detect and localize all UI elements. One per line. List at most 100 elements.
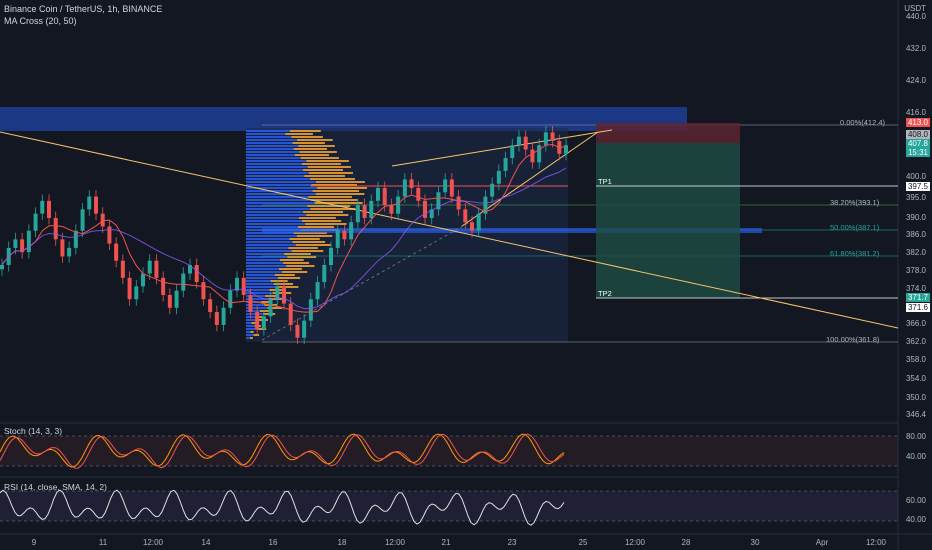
rsi-tick: 60.00 — [905, 496, 926, 505]
candle-body — [349, 222, 354, 240]
candle-body — [409, 179, 414, 188]
candle-body — [402, 179, 407, 197]
price-tick: 382.0 — [905, 248, 926, 257]
vp-bar-orange — [307, 205, 351, 207]
time-tick: 18 — [337, 538, 347, 547]
vp-bar-orange — [291, 136, 323, 138]
candle-body — [288, 303, 293, 325]
price-tick: 358.0 — [905, 355, 926, 364]
candle-body — [429, 209, 434, 218]
candle-body — [436, 192, 441, 210]
candle-body — [282, 286, 286, 304]
vp-bar-blue — [246, 268, 279, 270]
rsi-line — [0, 489, 565, 526]
vp-bar-orange — [290, 130, 321, 132]
vp-bar-orange — [315, 193, 365, 195]
vp-bar-blue — [246, 133, 286, 135]
vp-bar-blue — [246, 148, 294, 150]
vp-bar-blue — [246, 163, 302, 165]
vp-bar-orange — [286, 265, 315, 267]
candle-body — [503, 158, 508, 171]
candle-body — [33, 213, 38, 231]
vp-bar-blue — [246, 157, 301, 159]
price-tag-tp2-green[interactable]: 371.7 — [905, 293, 930, 302]
ma-cross-legend[interactable]: MA Cross (20, 50) — [4, 16, 77, 26]
candle-body — [315, 282, 320, 300]
candle-body — [0, 265, 4, 270]
candle-body — [302, 320, 307, 338]
rsi-title[interactable]: RSI (14, close, SMA, 14, 2) — [4, 482, 107, 492]
vp-bar-orange — [273, 283, 294, 285]
symbol-title[interactable]: Binance Coin / TetherUS, 1h, BINANCE — [4, 4, 163, 14]
vp-bar-blue — [246, 298, 269, 300]
vp-bar-blue — [246, 253, 285, 255]
ma-fast-line — [1, 143, 567, 313]
vp-bar-orange — [308, 172, 353, 174]
stoch-d-line — [0, 433, 565, 469]
currency-label: USDT — [904, 4, 926, 13]
price-tag-last[interactable]: 407.8 — [905, 139, 930, 148]
fib-label-618: 61.80%(381.2) — [830, 249, 880, 258]
stoch-title[interactable]: Stoch (14, 3, 3) — [4, 426, 63, 436]
vp-bar-blue — [246, 166, 308, 168]
vp-bar-blue — [246, 289, 270, 291]
vp-bar-blue — [246, 241, 293, 243]
vp-bar-blue — [246, 262, 284, 264]
vp-bar-blue — [246, 190, 313, 192]
wedge-dashed-support[interactable] — [261, 221, 471, 341]
rsi-tick: 40.00 — [905, 515, 926, 524]
vp-bar-orange — [284, 253, 311, 255]
vp-bar-blue — [246, 169, 304, 171]
time-tick: 9 — [31, 538, 37, 547]
countdown-tag: 15:31 — [905, 148, 930, 157]
vp-bar-blue — [246, 178, 311, 180]
candle-body — [329, 247, 333, 265]
candle-body — [40, 200, 45, 214]
candle-body — [537, 145, 542, 163]
time-tick: 11 — [98, 538, 108, 547]
vp-bar-blue — [246, 217, 299, 219]
vp-bar-blue — [246, 274, 275, 276]
candle-body — [214, 312, 219, 325]
stop-loss-zone[interactable] — [596, 123, 740, 143]
supply-zone[interactable] — [0, 107, 687, 131]
candle-body — [530, 149, 535, 163]
candle-body — [322, 265, 327, 283]
take-profit-zone[interactable] — [596, 143, 740, 298]
vp-bar-orange — [311, 199, 358, 201]
vp-bar-blue — [246, 187, 318, 189]
price-tag-tp2[interactable]: 371.6 — [905, 303, 930, 312]
vp-bar-orange — [279, 259, 304, 261]
wedge-upper[interactable] — [391, 129, 613, 167]
candle-body — [308, 299, 313, 321]
vp-bar-orange — [297, 226, 335, 228]
vp-bar-blue — [246, 331, 251, 333]
price-tag-sl[interactable]: 413.0 — [905, 118, 930, 127]
candle-body — [362, 205, 367, 218]
descending-trendline[interactable] — [0, 131, 899, 329]
price-tag-tp1[interactable]: 397.5 — [905, 182, 930, 191]
price-tag-ma[interactable]: 408.0 — [905, 130, 930, 139]
vp-bar-blue — [246, 310, 260, 312]
candle-body — [248, 294, 253, 313]
vp-bar-orange — [291, 250, 324, 252]
stoch-tick: 40.00 — [905, 452, 926, 461]
candle-body — [47, 200, 51, 218]
price-tick: 400.0 — [905, 172, 926, 181]
vp-bar-blue — [246, 256, 288, 258]
vp-bar-orange — [261, 301, 272, 303]
tp2-label[interactable]: TP2 — [598, 289, 612, 298]
vp-bar-orange — [265, 295, 279, 297]
candle-body — [161, 277, 166, 295]
price-tick: 390.0 — [905, 213, 926, 222]
candle-body — [261, 316, 266, 330]
vp-bar-orange — [312, 190, 360, 192]
candle-body — [127, 277, 132, 300]
vp-bar-orange — [295, 244, 331, 246]
candle-body — [235, 277, 239, 291]
candle-body — [134, 286, 139, 300]
tp1-label[interactable]: TP1 — [598, 177, 612, 186]
candle-body — [268, 299, 273, 317]
vp-bar-blue — [246, 337, 250, 339]
